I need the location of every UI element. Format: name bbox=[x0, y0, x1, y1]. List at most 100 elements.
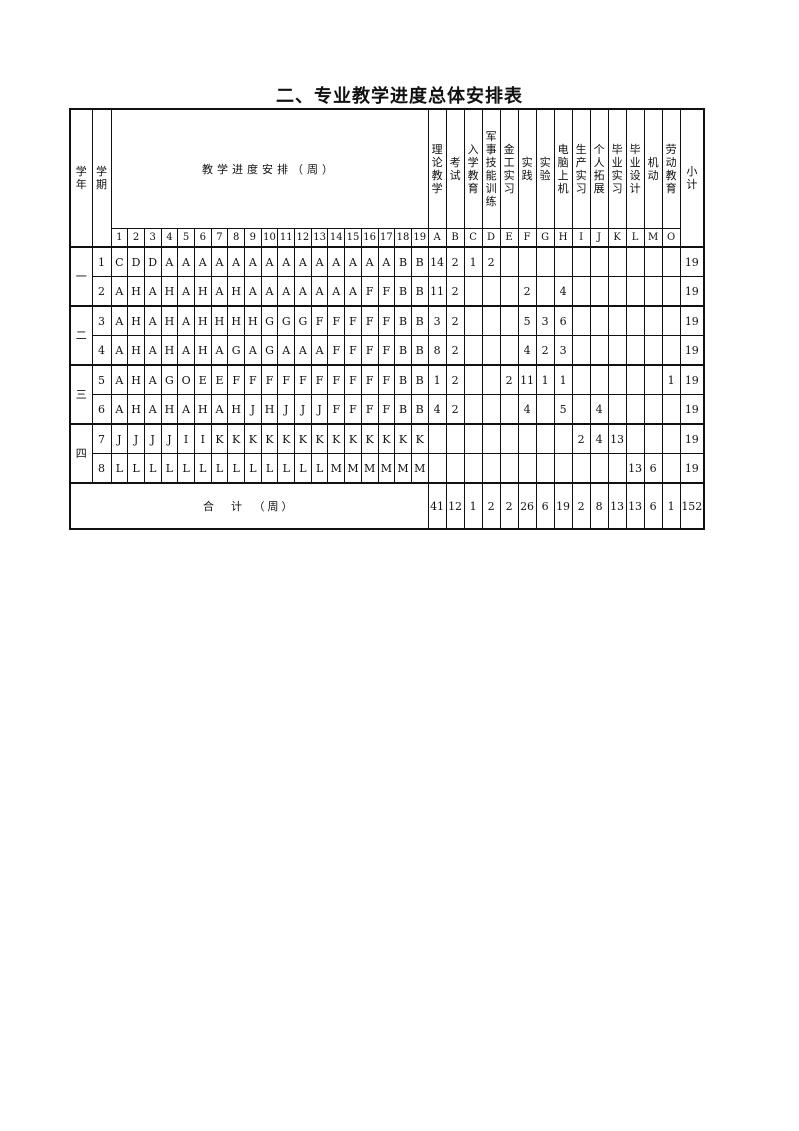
week-cell: A bbox=[193, 246, 212, 277]
week-cell: M bbox=[410, 453, 429, 484]
summary-cell bbox=[535, 453, 555, 484]
week-cell: H bbox=[227, 276, 245, 307]
summary-cell: 3 bbox=[427, 305, 447, 336]
week-cell: A bbox=[260, 246, 279, 277]
year-label: 一 bbox=[69, 246, 93, 307]
week-cell: A bbox=[210, 335, 229, 366]
week-cell: A bbox=[143, 394, 162, 425]
week-cell: H bbox=[193, 394, 212, 425]
subtotal-cell: 19 bbox=[679, 276, 705, 307]
summary-cell bbox=[625, 276, 645, 307]
summary-cell: 2 bbox=[499, 364, 519, 395]
week-cell: B bbox=[410, 246, 429, 277]
subtotal-header: 小计 bbox=[679, 108, 705, 248]
week-cell: C bbox=[110, 246, 129, 277]
week-cell: A bbox=[244, 335, 262, 366]
summary-cell: 2 bbox=[445, 335, 465, 366]
term-number: 7 bbox=[91, 423, 112, 454]
week-cell: F bbox=[327, 305, 346, 336]
week-cell: F bbox=[227, 364, 245, 395]
summary-cell bbox=[643, 335, 663, 366]
week-number: 13 bbox=[310, 228, 329, 248]
summary-cell: 11 bbox=[517, 364, 537, 395]
term-header: 学期 bbox=[91, 108, 112, 248]
week-cell: A bbox=[344, 276, 362, 307]
week-cell: A bbox=[160, 246, 179, 277]
summary-cell: 3 bbox=[535, 305, 555, 336]
summary-cell: 2 bbox=[445, 305, 465, 336]
week-cell: K bbox=[260, 423, 279, 454]
week-cell: A bbox=[110, 364, 129, 395]
summary-cell: 6 bbox=[643, 453, 663, 484]
week-cell: F bbox=[360, 276, 379, 307]
subtotal-cell: 19 bbox=[679, 453, 705, 484]
summary-cell: 1 bbox=[463, 246, 483, 277]
week-cell: F bbox=[344, 335, 362, 366]
week-cell: G bbox=[260, 305, 279, 336]
table-row: 三 5 A H A G O E E F F F F F F F F F F B B 1 2 2 11 1 1 1 19 bbox=[69, 364, 705, 425]
week-cell: K bbox=[310, 423, 329, 454]
summary-cell: 4 bbox=[589, 423, 609, 454]
summary-header-H: 电脑上机 bbox=[553, 108, 573, 229]
summary-cell bbox=[571, 364, 591, 395]
summary-code: A bbox=[427, 228, 447, 248]
summary-cell: 2 bbox=[445, 364, 465, 395]
week-cell: L bbox=[227, 453, 245, 484]
week-number: 16 bbox=[360, 228, 379, 248]
summary-cell bbox=[643, 276, 663, 307]
week-cell: F bbox=[344, 305, 362, 336]
week-cell: J bbox=[160, 423, 179, 454]
summary-cell bbox=[463, 453, 483, 484]
summary-cell: 14 bbox=[427, 246, 447, 277]
year-label: 四 bbox=[69, 423, 93, 484]
summary-cell: 2 bbox=[445, 394, 465, 425]
summary-cell bbox=[589, 276, 609, 307]
summary-header-G: 实验 bbox=[535, 108, 555, 229]
summary-cell: 1 bbox=[427, 364, 447, 395]
summary-cell: 11 bbox=[427, 276, 447, 307]
summary-cell bbox=[481, 423, 501, 454]
week-cell: F bbox=[360, 364, 379, 395]
total-cell: 1 bbox=[661, 482, 681, 530]
summary-cell bbox=[661, 453, 681, 484]
term-number: 1 bbox=[91, 246, 112, 277]
week-cell: L bbox=[260, 453, 279, 484]
summary-cell: 4 bbox=[427, 394, 447, 425]
week-cell: H bbox=[244, 305, 262, 336]
summary-code: F bbox=[517, 228, 537, 248]
summary-cell bbox=[571, 305, 591, 336]
week-cell: K bbox=[210, 423, 229, 454]
summary-cell: 2 bbox=[481, 246, 501, 277]
week-cell: A bbox=[327, 246, 346, 277]
week-number: 19 bbox=[410, 228, 429, 248]
summary-code: H bbox=[553, 228, 573, 248]
table-row: 一 1 C D D A A A A A A A A A A A A A A B B 14 2 1 2 19 bbox=[69, 246, 705, 307]
week-cell: F bbox=[377, 394, 396, 425]
week-cell: F bbox=[377, 276, 396, 307]
week-cell: A bbox=[177, 246, 195, 277]
term-number: 6 bbox=[91, 394, 112, 425]
summary-code: J bbox=[589, 228, 609, 248]
week-cell: B bbox=[394, 364, 412, 395]
week-number: 14 bbox=[327, 228, 346, 248]
week-cell: F bbox=[260, 364, 279, 395]
week-cell: A bbox=[277, 246, 296, 277]
week-cell: B bbox=[394, 394, 412, 425]
total-cell: 41 bbox=[427, 482, 447, 530]
summary-cell: 13 bbox=[625, 453, 645, 484]
total-label: 合 计 （周） bbox=[69, 482, 429, 530]
total-cell: 12 bbox=[445, 482, 465, 530]
week-cell: F bbox=[327, 364, 346, 395]
week-cell: G bbox=[227, 335, 245, 366]
week-cell: K bbox=[327, 423, 346, 454]
summary-code: K bbox=[607, 228, 627, 248]
summary-cell: 2 bbox=[445, 276, 465, 307]
summary-header-D: 军事技能训练 bbox=[481, 108, 501, 229]
week-cell: F bbox=[310, 364, 329, 395]
total-cell: 2 bbox=[499, 482, 519, 530]
schedule-header: 教学进度安排（周） bbox=[110, 108, 429, 229]
week-cell: H bbox=[160, 335, 179, 366]
summary-cell bbox=[571, 453, 591, 484]
week-cell: A bbox=[360, 246, 379, 277]
total-cell: 19 bbox=[553, 482, 573, 530]
